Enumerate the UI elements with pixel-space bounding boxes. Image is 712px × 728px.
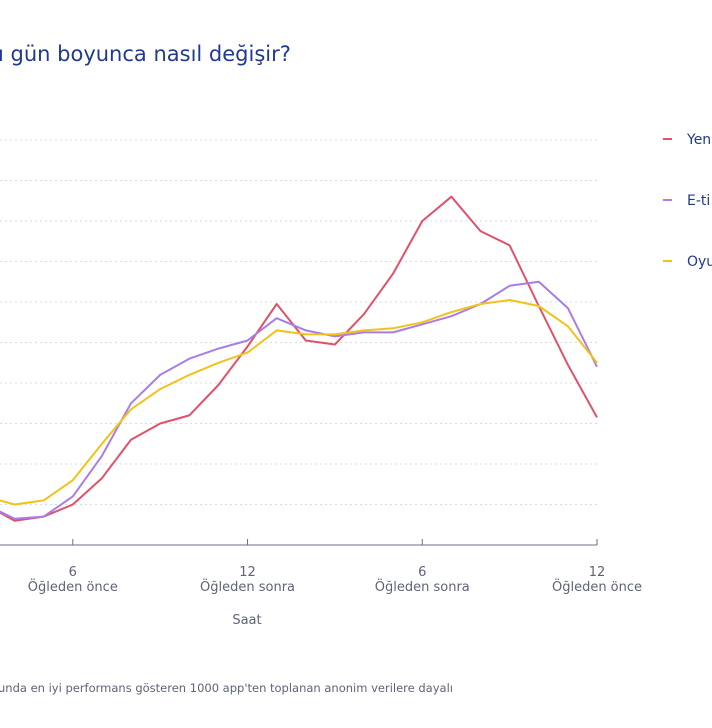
gridlines xyxy=(0,139,597,505)
legend-label: Oyu xyxy=(687,254,712,270)
legend-label: E-ti xyxy=(687,193,710,209)
chart-title: ı gün boyunca nasıl değişir? xyxy=(0,42,291,66)
x-tick-label: 12 xyxy=(589,565,606,580)
series-line xyxy=(0,299,598,506)
x-axis-title: Saat xyxy=(232,613,261,628)
legend-label: Yen xyxy=(686,132,711,148)
x-tick-label: 12 xyxy=(239,565,256,580)
x-tick-label: 6 xyxy=(69,565,77,580)
x-tick-period-label: Öğleden önce xyxy=(552,578,642,595)
legend: Yen E-ti Oyu xyxy=(663,132,712,270)
series-line xyxy=(0,280,598,520)
x-tick-period-label: Öğleden önce xyxy=(28,578,118,595)
x-tick-period-label: Öğleden sonra xyxy=(200,578,295,595)
x-tick-label: 6 xyxy=(418,565,426,580)
x-tick-period-label: Öğleden sonra xyxy=(375,578,470,595)
series-lines xyxy=(0,195,598,522)
footnote: unda en iyi performans gösteren 1000 app… xyxy=(0,681,453,695)
series-line xyxy=(0,195,598,522)
